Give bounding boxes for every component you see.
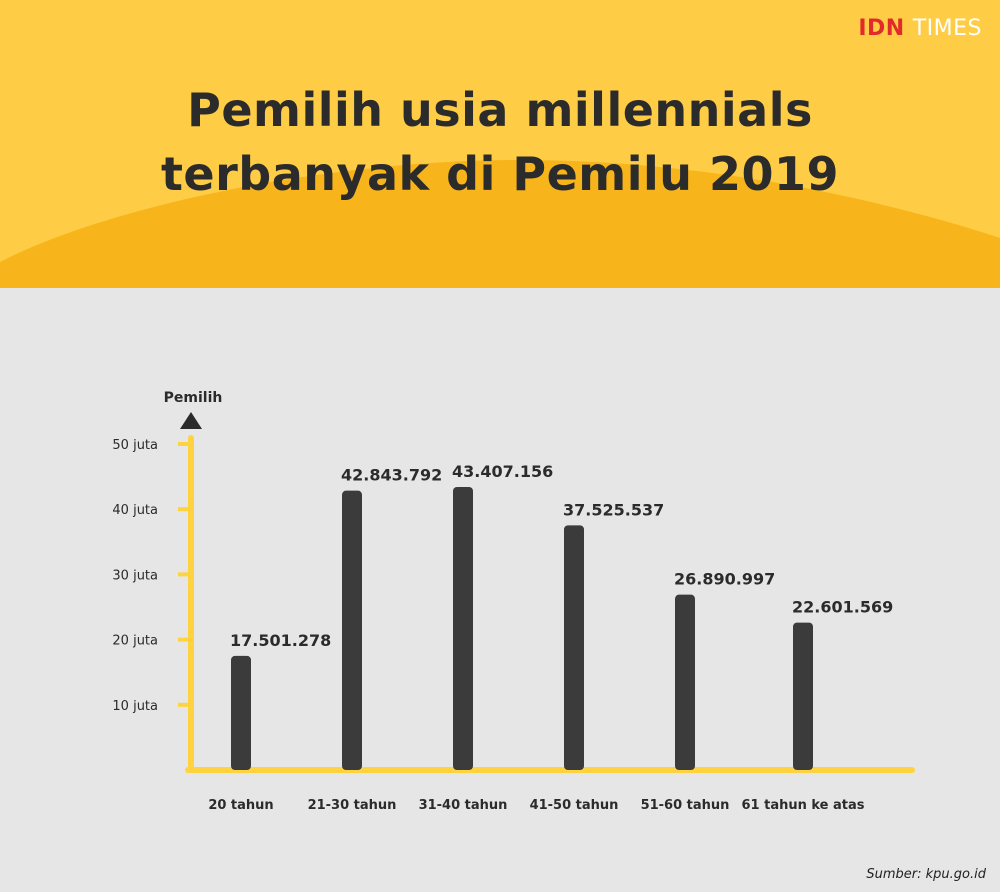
y-axis-arrow bbox=[180, 412, 202, 429]
header-sun-arc bbox=[0, 160, 1000, 288]
y-tick-label: 30 juta bbox=[112, 568, 158, 583]
bar-value-label: 22.601.569 bbox=[792, 598, 893, 617]
x-tick-label: 61 tahun ke atas bbox=[741, 798, 864, 813]
x-tick-label: 51-60 tahun bbox=[641, 798, 730, 813]
x-tick-label: 21-30 tahun bbox=[308, 798, 397, 813]
brand-logo-idn: IDN bbox=[858, 16, 905, 41]
x-tick-label: 20 tahun bbox=[208, 798, 273, 813]
y-axis-label: Pemilih bbox=[164, 390, 223, 406]
x-tick-label: 41-50 tahun bbox=[530, 798, 619, 813]
bar-value-label: 17.501.278 bbox=[230, 631, 331, 650]
title-line-2: terbanyak di Pemilu 2019 bbox=[160, 147, 840, 201]
bars bbox=[231, 486, 813, 770]
bar-value-label: 37.525.537 bbox=[563, 500, 664, 519]
bar-chart: 10 juta 20 juta 30 juta 40 juta 50 juta 17.5… bbox=[112, 390, 915, 813]
bar-value-label: 43.407.156 bbox=[452, 462, 553, 481]
brand-logo-times: TIMES bbox=[912, 16, 982, 41]
bar bbox=[342, 490, 362, 770]
chart-axes bbox=[178, 412, 915, 773]
source-note: Sumber: kpu.go.id bbox=[866, 867, 986, 882]
y-tick-label: 40 juta bbox=[112, 503, 158, 518]
bar bbox=[453, 486, 473, 770]
bar-value-label: 42.843.792 bbox=[341, 466, 442, 485]
title-line-1: Pemilih usia millennials bbox=[187, 83, 813, 137]
bar bbox=[675, 594, 695, 770]
x-tick-labels: 20 tahun 21-30 tahun 31-40 tahun 41-50 tahu… bbox=[208, 798, 864, 813]
bar bbox=[564, 525, 584, 770]
y-tick-label: 20 juta bbox=[112, 634, 158, 649]
x-tick-label: 31-40 tahun bbox=[419, 798, 508, 813]
bar-value-label: 26.890.997 bbox=[674, 570, 775, 589]
page-title: Pemilih usia millennials terbanyak di Pe… bbox=[0, 78, 1000, 206]
y-tick-label: 50 juta bbox=[112, 438, 158, 453]
header-background bbox=[0, 0, 1000, 288]
y-tick-label: 10 juta bbox=[112, 699, 158, 714]
bar bbox=[793, 622, 813, 770]
brand-logo: IDN TIMES bbox=[858, 16, 982, 41]
y-tick-labels: 10 juta 20 juta 30 juta 40 juta 50 juta bbox=[112, 438, 158, 714]
bar-value-labels: 17.501.278 42.843.792 43.407.156 37.525.537… bbox=[230, 462, 893, 650]
bar bbox=[231, 655, 251, 770]
